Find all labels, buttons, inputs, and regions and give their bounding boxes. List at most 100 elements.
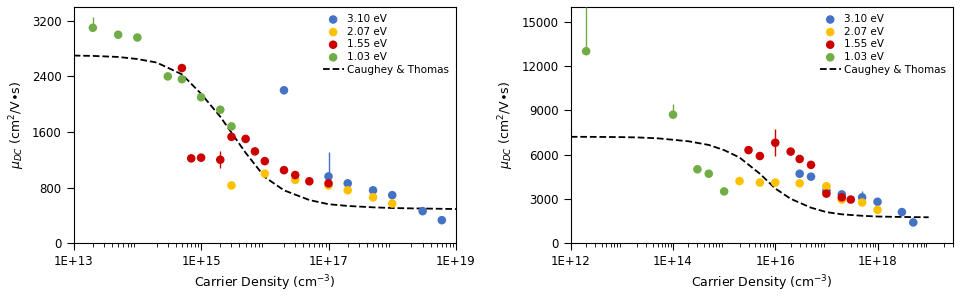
Caughey & Thomas bbox=[240, 151, 252, 154]
2.07 eV bbox=[753, 180, 768, 185]
3.10 eV bbox=[321, 174, 336, 179]
3.10 eV bbox=[434, 218, 449, 223]
2.07 eV bbox=[321, 183, 336, 188]
Caughey & Thomas bbox=[755, 172, 766, 175]
3.10 eV bbox=[834, 192, 850, 197]
1.55 eV bbox=[276, 168, 292, 172]
X-axis label: Carrier Density (cm$^{-3}$): Carrier Density (cm$^{-3}$) bbox=[691, 274, 832, 293]
1.03 eV bbox=[110, 32, 126, 37]
1.55 eV bbox=[819, 191, 834, 196]
2.07 eV bbox=[385, 201, 400, 206]
Caughey & Thomas bbox=[278, 188, 290, 192]
3.10 eV bbox=[804, 174, 819, 179]
3.10 eV bbox=[905, 220, 921, 225]
1.03 eV bbox=[224, 124, 239, 129]
1.55 eV bbox=[301, 179, 317, 184]
Caughey & Thomas bbox=[907, 215, 919, 219]
3.10 eV bbox=[276, 88, 292, 93]
1.03 eV bbox=[193, 95, 208, 100]
Caughey & Thomas bbox=[667, 138, 679, 142]
Caughey & Thomas bbox=[68, 54, 80, 57]
Caughey & Thomas bbox=[406, 207, 418, 210]
Legend: 3.10 eV, 2.07 eV, 1.55 eV, 1.03 eV, Caughey & Thomas: 3.10 eV, 2.07 eV, 1.55 eV, 1.03 eV, Caug… bbox=[818, 12, 948, 77]
Caughey & Thomas bbox=[821, 210, 832, 214]
1.03 eV bbox=[85, 26, 101, 30]
Caughey & Thomas bbox=[565, 135, 577, 139]
Line: Caughey & Thomas: Caughey & Thomas bbox=[74, 56, 456, 209]
1.03 eV bbox=[160, 74, 176, 79]
Caughey & Thomas bbox=[601, 135, 612, 139]
Caughey & Thomas bbox=[303, 198, 315, 202]
3.10 eV bbox=[792, 171, 807, 176]
Caughey & Thomas bbox=[323, 202, 334, 206]
1.03 eV bbox=[716, 189, 732, 194]
Caughey & Thomas bbox=[683, 140, 694, 143]
1.55 eV bbox=[212, 157, 228, 162]
3.10 eV bbox=[415, 209, 430, 214]
Caughey & Thomas bbox=[785, 197, 797, 201]
Caughey & Thomas bbox=[450, 207, 462, 211]
1.55 eV bbox=[741, 148, 756, 152]
Caughey & Thomas bbox=[176, 73, 187, 76]
Caughey & Thomas bbox=[132, 57, 143, 61]
1.03 eV bbox=[174, 77, 189, 82]
3.10 eV bbox=[895, 210, 910, 214]
1.55 eV bbox=[238, 136, 253, 141]
Caughey & Thomas bbox=[259, 175, 271, 179]
Caughey & Thomas bbox=[342, 204, 353, 208]
3.10 eV bbox=[854, 195, 870, 200]
3.10 eV bbox=[385, 193, 400, 198]
2.07 eV bbox=[288, 178, 303, 182]
2.07 eV bbox=[854, 200, 870, 205]
1.55 eV bbox=[753, 154, 768, 158]
1.03 eV bbox=[689, 167, 705, 172]
Caughey & Thomas bbox=[856, 214, 868, 217]
1.55 eV bbox=[843, 197, 858, 202]
1.03 eV bbox=[701, 171, 716, 176]
Caughey & Thomas bbox=[151, 61, 162, 64]
2.07 eV bbox=[224, 183, 239, 188]
1.55 eV bbox=[174, 66, 189, 70]
2.07 eV bbox=[870, 208, 885, 212]
1.55 eV bbox=[224, 134, 239, 139]
Caughey & Thomas bbox=[616, 135, 628, 139]
1.55 eV bbox=[257, 159, 273, 164]
1.55 eV bbox=[193, 155, 208, 160]
Caughey & Thomas bbox=[431, 207, 443, 211]
Caughey & Thomas bbox=[368, 206, 379, 209]
Y-axis label: $\mu_{DC}$ (cm$^2$/V$\bullet$s): $\mu_{DC}$ (cm$^2$/V$\bullet$s) bbox=[496, 81, 516, 169]
Caughey & Thomas bbox=[195, 92, 206, 96]
2.07 eV bbox=[340, 188, 355, 193]
1.55 eV bbox=[183, 156, 199, 161]
2.07 eV bbox=[768, 180, 783, 185]
Caughey & Thomas bbox=[87, 54, 99, 58]
Caughey & Thomas bbox=[805, 206, 817, 209]
2.07 eV bbox=[792, 181, 807, 186]
1.55 eV bbox=[792, 157, 807, 161]
2.07 eV bbox=[257, 171, 273, 176]
Caughey & Thomas bbox=[872, 215, 883, 218]
1.55 eV bbox=[321, 181, 336, 186]
2.07 eV bbox=[819, 184, 834, 189]
3.10 eV bbox=[870, 200, 885, 204]
Line: Caughey & Thomas: Caughey & Thomas bbox=[571, 137, 928, 217]
2.07 eV bbox=[366, 195, 381, 200]
1.55 eV bbox=[248, 149, 263, 154]
X-axis label: Carrier Density (cm$^{-3}$): Carrier Density (cm$^{-3}$) bbox=[194, 274, 336, 293]
Caughey & Thomas bbox=[887, 215, 899, 219]
1.55 eV bbox=[768, 140, 783, 145]
1.55 eV bbox=[288, 172, 303, 177]
1.55 eV bbox=[804, 163, 819, 167]
Caughey & Thomas bbox=[387, 206, 398, 210]
1.03 eV bbox=[212, 107, 228, 112]
3.10 eV bbox=[366, 188, 381, 193]
1.03 eV bbox=[130, 35, 145, 40]
Caughey & Thomas bbox=[703, 143, 714, 147]
1.03 eV bbox=[665, 112, 681, 117]
3.10 eV bbox=[340, 181, 355, 186]
Caughey & Thomas bbox=[112, 55, 124, 59]
Y-axis label: $\mu_{DC}$ (cm$^2$/V$\bullet$s): $\mu_{DC}$ (cm$^2$/V$\bullet$s) bbox=[7, 81, 27, 169]
Caughey & Thomas bbox=[770, 187, 781, 190]
Caughey & Thomas bbox=[923, 215, 934, 219]
1.55 eV bbox=[783, 149, 799, 154]
